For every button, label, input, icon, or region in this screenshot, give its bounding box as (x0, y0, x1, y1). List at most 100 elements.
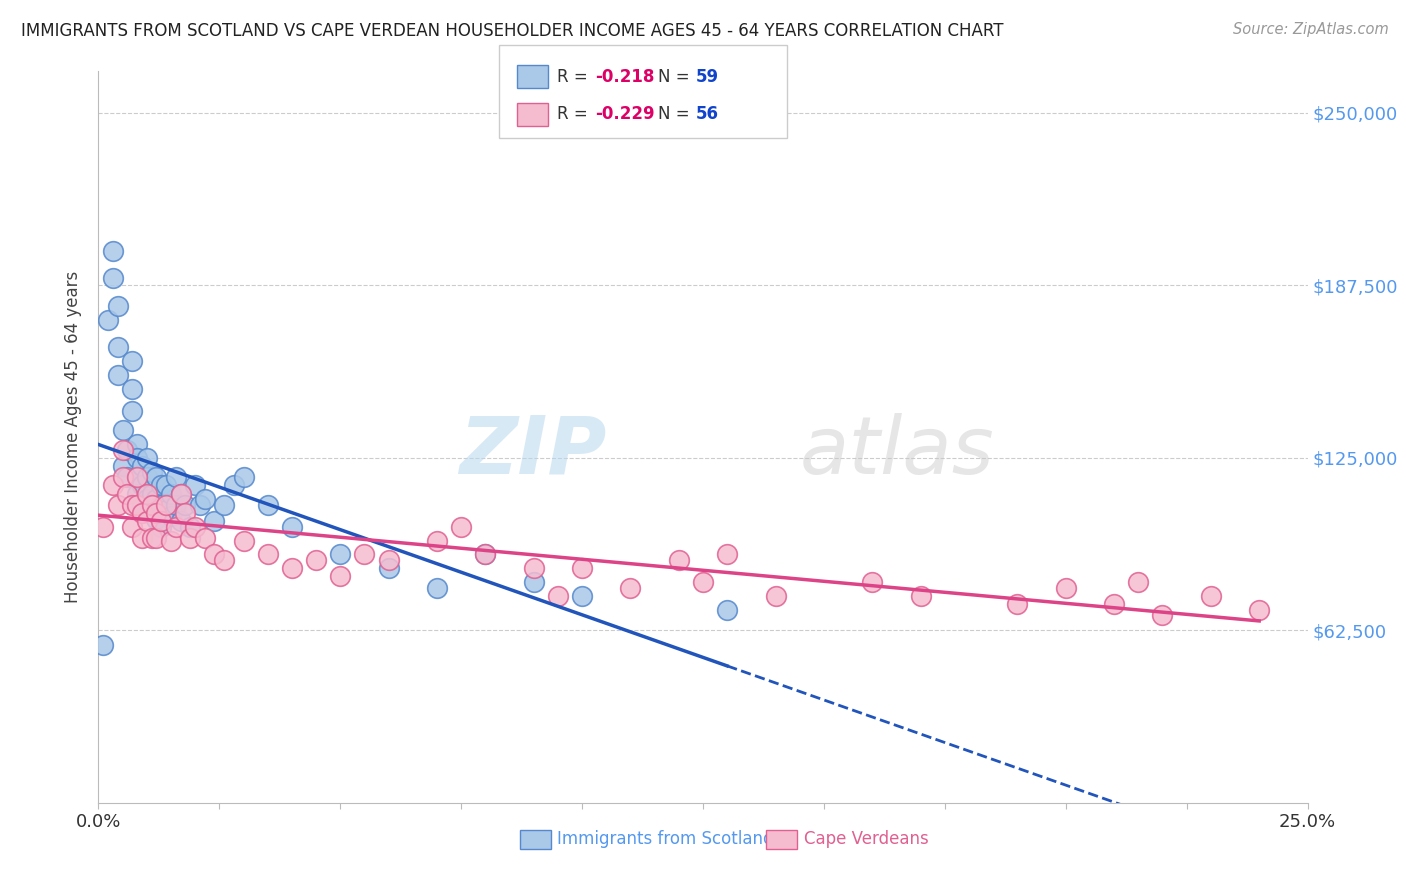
Point (127, 470, 149, 484)
Point (571, 589, 593, 603)
Point (145, 492, 167, 507)
Point (169, 514, 191, 528)
Point (135, 470, 157, 484)
Point (184, 520, 207, 534)
Text: R =: R = (557, 68, 593, 86)
Point (169, 486, 191, 500)
Point (204, 514, 226, 528)
Point (232, 533, 254, 548)
Y-axis label: Householder Income Ages 45 - 64 years: Householder Income Ages 45 - 64 years (65, 271, 83, 603)
Point (212, 498, 235, 512)
Point (135, 486, 157, 500)
Point (692, 574, 714, 589)
Point (150, 520, 173, 534)
Point (127, 486, 149, 500)
Point (212, 553, 235, 567)
Point (150, 478, 173, 492)
Point (222, 478, 245, 492)
Point (155, 498, 177, 512)
Point (97, 312, 120, 326)
Point (121, 382, 143, 396)
Point (1007, 597, 1029, 611)
Point (107, 299, 129, 313)
Point (107, 498, 129, 512)
Point (1102, 597, 1125, 611)
Point (619, 581, 641, 595)
Point (141, 465, 163, 479)
Text: -0.218: -0.218 (595, 68, 654, 86)
Point (121, 498, 143, 512)
Text: Cape Verdeans: Cape Verdeans (804, 830, 929, 848)
Point (145, 506, 167, 520)
Point (256, 498, 278, 512)
Point (91, 639, 114, 653)
Point (547, 589, 569, 603)
Point (377, 561, 399, 575)
Point (107, 368, 129, 382)
Point (179, 531, 201, 545)
Point (426, 533, 449, 548)
Point (131, 506, 153, 520)
Point (141, 503, 163, 517)
Point (121, 404, 143, 418)
Point (1054, 581, 1077, 595)
Point (860, 574, 883, 589)
Point (145, 511, 167, 525)
Point (141, 531, 163, 545)
Point (150, 498, 173, 512)
Point (111, 442, 134, 457)
Text: Immigrants from Scotland: Immigrants from Scotland (557, 830, 773, 848)
Point (232, 470, 254, 484)
Point (127, 470, 149, 484)
Point (160, 533, 183, 548)
Point (523, 574, 546, 589)
Point (174, 506, 197, 520)
Point (174, 498, 197, 512)
Text: 59: 59 (696, 68, 718, 86)
Text: atlas: atlas (800, 413, 994, 491)
Point (135, 492, 157, 507)
Point (281, 561, 304, 575)
Point (256, 548, 278, 562)
Point (101, 271, 124, 285)
Point (305, 553, 328, 567)
Text: IMMIGRANTS FROM SCOTLAND VS CAPE VERDEAN HOUSEHOLDER INCOME AGES 45 - 64 YEARS C: IMMIGRANTS FROM SCOTLAND VS CAPE VERDEAN… (21, 22, 1004, 40)
Point (165, 470, 187, 484)
Text: 56: 56 (696, 105, 718, 123)
Point (127, 437, 149, 451)
Text: R =: R = (557, 105, 593, 123)
Text: -0.229: -0.229 (595, 105, 654, 123)
Point (1249, 602, 1271, 616)
Point (131, 478, 153, 492)
Point (165, 498, 187, 512)
Point (91, 520, 114, 534)
Point (1152, 608, 1174, 623)
Point (353, 548, 375, 562)
Point (141, 498, 163, 512)
Point (194, 492, 217, 507)
Point (474, 548, 496, 562)
Point (135, 450, 157, 465)
Point (160, 508, 183, 523)
Text: Source: ZipAtlas.com: Source: ZipAtlas.com (1233, 22, 1389, 37)
Point (523, 561, 546, 575)
Point (145, 470, 167, 484)
Point (127, 498, 149, 512)
Point (111, 423, 134, 437)
Text: ZIP: ZIP (458, 413, 606, 491)
Point (329, 548, 352, 562)
Point (716, 602, 738, 616)
Point (765, 589, 787, 603)
Point (101, 244, 124, 258)
Point (117, 470, 139, 484)
Point (155, 503, 177, 517)
Point (184, 478, 207, 492)
Point (131, 498, 153, 512)
Point (101, 478, 124, 492)
Point (910, 589, 932, 603)
Point (204, 548, 226, 562)
Point (160, 486, 183, 500)
Point (571, 561, 593, 575)
Point (121, 520, 143, 534)
Point (668, 553, 690, 567)
